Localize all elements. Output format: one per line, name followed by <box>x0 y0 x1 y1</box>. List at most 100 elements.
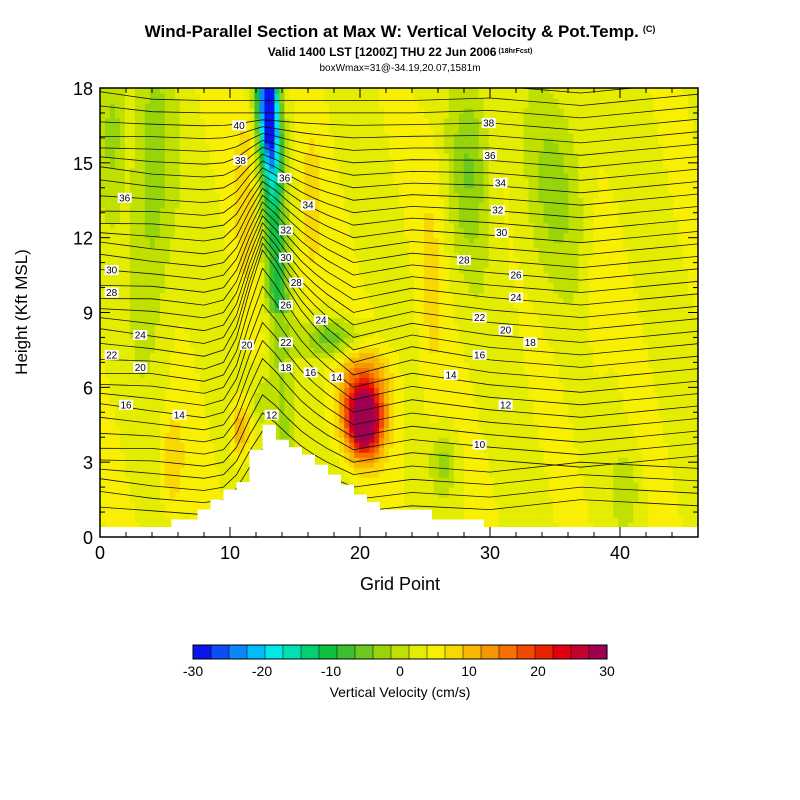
w-cell <box>384 357 390 363</box>
w-cell <box>618 462 624 468</box>
w-cell <box>618 382 624 388</box>
w-cell <box>234 467 241 473</box>
w-cell <box>364 462 370 468</box>
w-cell <box>199 332 206 339</box>
w-cell <box>598 447 604 453</box>
w-cell <box>209 392 216 398</box>
w-cell <box>100 397 106 403</box>
w-cell <box>638 517 644 523</box>
w-cell <box>179 477 186 483</box>
w-cell <box>513 497 520 503</box>
w-cell <box>658 352 664 358</box>
w-cell <box>658 332 664 339</box>
w-cell <box>299 402 305 408</box>
w-cell <box>603 457 609 463</box>
w-cell <box>244 387 251 393</box>
w-cell <box>498 367 505 373</box>
w-cell <box>458 377 465 383</box>
w-cell <box>598 477 604 483</box>
w-cell <box>438 347 445 354</box>
w-cell <box>369 337 375 344</box>
w-cell <box>448 407 455 413</box>
w-cell <box>164 352 171 358</box>
w-cell <box>488 497 495 503</box>
w-cell <box>149 482 156 488</box>
w-cell <box>354 402 360 408</box>
w-cell <box>189 487 196 493</box>
w-cell <box>134 377 141 383</box>
w-cell <box>513 397 520 403</box>
w-cell <box>508 392 515 398</box>
w-cell <box>528 442 535 448</box>
w-cell <box>613 477 619 483</box>
w-cell <box>214 487 221 493</box>
w-cell <box>144 472 151 478</box>
w-cell <box>394 427 400 433</box>
w-cell <box>473 382 480 388</box>
w-cell <box>683 412 689 418</box>
w-cell <box>538 427 545 433</box>
w-cell <box>403 392 410 398</box>
w-cell <box>389 442 395 448</box>
w-cell <box>578 517 584 523</box>
w-cell <box>573 372 579 378</box>
w-cell <box>518 502 525 508</box>
w-cell <box>354 397 360 403</box>
w-cell <box>483 522 490 528</box>
w-cell <box>413 357 420 363</box>
w-cell <box>623 367 629 373</box>
w-cell <box>154 332 161 339</box>
w-cell <box>204 477 211 483</box>
w-cell <box>588 382 594 388</box>
w-cell <box>508 352 515 358</box>
w-cell <box>633 372 639 378</box>
w-cell <box>553 497 560 503</box>
w-cell <box>523 482 530 488</box>
w-cell <box>179 502 186 508</box>
w-cell <box>583 457 589 463</box>
w-cell <box>593 412 599 418</box>
w-cell <box>673 372 679 378</box>
w-cell <box>209 387 216 393</box>
w-cell <box>124 437 131 443</box>
w-cell <box>498 427 505 433</box>
w-cell <box>249 422 256 428</box>
w-cell <box>668 487 674 493</box>
w-cell <box>518 457 525 463</box>
w-cell <box>523 387 530 393</box>
w-cell <box>234 327 241 334</box>
w-cell <box>413 387 420 393</box>
w-cell <box>623 502 629 508</box>
w-cell <box>518 492 525 498</box>
w-cell <box>623 512 629 518</box>
w-cell <box>623 467 629 473</box>
w-cell <box>114 432 121 438</box>
w-cell <box>618 517 624 523</box>
w-cell <box>104 507 111 513</box>
w-cell <box>134 477 141 483</box>
w-cell <box>478 382 485 388</box>
w-cell <box>583 452 589 458</box>
w-cell <box>538 447 545 453</box>
w-cell <box>658 482 664 488</box>
w-cell <box>458 407 465 413</box>
w-cell <box>578 522 584 528</box>
w-cell <box>438 392 445 398</box>
w-cell <box>189 507 196 513</box>
w-cell <box>608 472 614 478</box>
w-cell <box>289 352 295 358</box>
w-cell <box>214 377 221 383</box>
w-cell <box>389 452 395 458</box>
w-cell <box>628 382 634 388</box>
w-cell <box>259 362 266 368</box>
w-cell <box>139 477 146 483</box>
w-cell <box>194 402 201 408</box>
w-cell <box>598 467 604 473</box>
w-cell <box>239 382 246 388</box>
w-cell <box>309 362 315 368</box>
w-cell <box>658 392 664 398</box>
w-cell <box>319 427 325 433</box>
w-cell <box>214 427 221 433</box>
w-cell <box>678 512 684 518</box>
w-cell <box>508 382 515 388</box>
